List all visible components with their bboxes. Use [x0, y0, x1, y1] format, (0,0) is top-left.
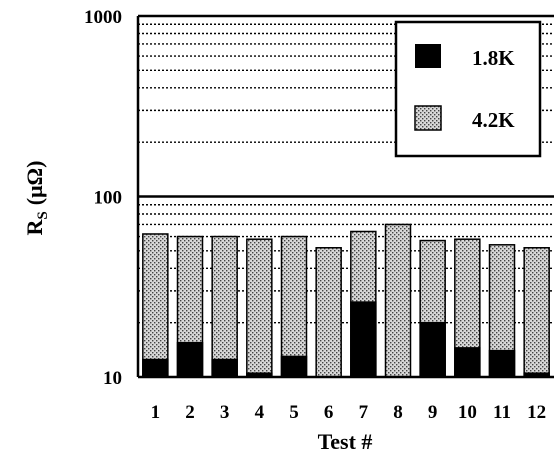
bar-4-2k: [246, 238, 273, 378]
bar-1-8k: [454, 347, 481, 378]
x-tick-label: 7: [359, 402, 369, 423]
axes: [136, 14, 554, 379]
legend-swatch-4-2k: [414, 105, 442, 131]
bar-4-2k: [315, 247, 342, 378]
bar-4-2k: [280, 235, 308, 378]
bar-1-8k: [488, 349, 516, 378]
x-tick-label: 2: [185, 402, 195, 423]
bar-1-8k: [419, 321, 446, 378]
legend: 1.8K 4.2K: [394, 20, 542, 158]
x-tick-label: 11: [493, 402, 511, 423]
y-tick-label: 1000: [84, 7, 122, 28]
bar-1-8k: [211, 358, 238, 378]
y-axis-label-unit: (μΩ): [22, 161, 47, 206]
x-axis-label: Test #: [318, 429, 373, 454]
x-tick-label: 8: [393, 402, 403, 423]
x-tick-label: 12: [527, 402, 546, 423]
bar-4-2k: [384, 223, 412, 378]
x-tick-label: 3: [220, 402, 230, 423]
y-tick-label: 100: [94, 188, 123, 209]
bar-4-2k: [523, 247, 550, 378]
y-axis-label-main: R: [22, 218, 47, 235]
bar-4-2k: [142, 233, 169, 378]
bar-1-8k: [350, 301, 377, 378]
gridlines: [138, 23, 554, 324]
legend-swatch-1-8k: [415, 44, 441, 68]
legend-label-4-2k: 4.2K: [472, 108, 515, 132]
x-tick-label: 5: [289, 402, 299, 423]
x-tick-label: 6: [324, 402, 334, 423]
x-tick-label: 4: [255, 402, 265, 423]
legend-label-1-8k: 1.8K: [472, 46, 515, 70]
bars: [142, 223, 550, 378]
x-tick-label: 9: [428, 402, 438, 423]
y-axis-label: RS (μΩ): [22, 161, 51, 236]
bar-1-8k: [280, 355, 308, 378]
bar-4-2k: [211, 235, 238, 378]
bar-1-8k: [142, 358, 169, 378]
y-tick-label: 10: [103, 368, 122, 389]
legend-box: [394, 20, 542, 158]
x-tick-label: 10: [458, 402, 477, 423]
y-axis-label-sub: S: [35, 211, 51, 219]
x-tick-label: 1: [151, 402, 161, 423]
bar-1-8k: [176, 341, 204, 378]
